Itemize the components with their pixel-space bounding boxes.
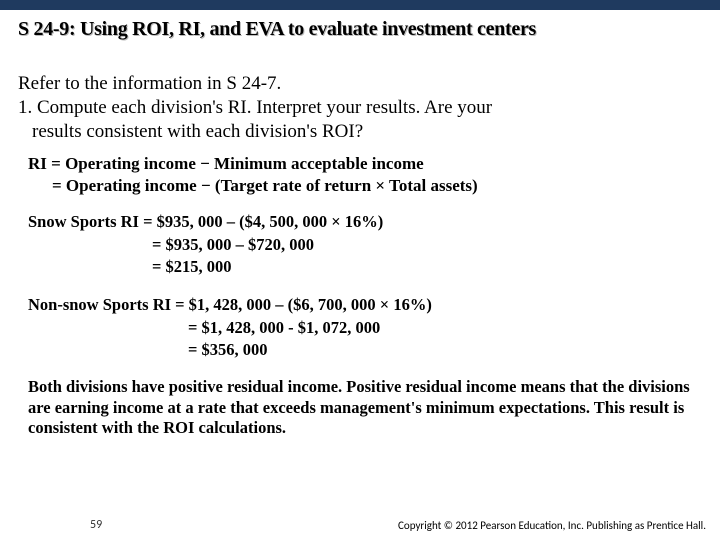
intro-line3: results consistent with each division's … bbox=[18, 120, 702, 144]
snow-line3: = $215, 000 bbox=[28, 256, 702, 278]
formula-line2: = Operating income − (Target rate of ret… bbox=[28, 175, 702, 197]
conclusion-text: Both divisions have positive residual in… bbox=[28, 377, 694, 439]
nonsnow-line1: Non-snow Sports RI = $1, 428, 000 – ($6,… bbox=[28, 294, 702, 316]
copyright-text: Copyright © 2012 Pearson Education, Inc.… bbox=[398, 519, 706, 532]
slide-title: S 24-9: Using ROI, RI, and EVA to evalua… bbox=[18, 18, 702, 41]
content-area: Refer to the information in S 24-7. 1. C… bbox=[0, 60, 720, 439]
snow-line1: Snow Sports RI = $935, 000 – ($4, 500, 0… bbox=[28, 211, 702, 233]
formula-line1: RI = Operating income − Minimum acceptab… bbox=[28, 153, 702, 175]
snow-sports-calc: Snow Sports RI = $935, 000 – ($4, 500, 0… bbox=[28, 211, 702, 278]
snow-line2: = $935, 000 – $720, 000 bbox=[28, 234, 702, 256]
intro-line2: 1. Compute each division's RI. Interpret… bbox=[18, 96, 702, 120]
nonsnow-line3: = $356, 000 bbox=[28, 339, 702, 361]
header-bar: S 24-9: Using ROI, RI, and EVA to evalua… bbox=[0, 0, 720, 60]
intro-line1: Refer to the information in S 24-7. bbox=[18, 72, 702, 96]
intro-text: Refer to the information in S 24-7. 1. C… bbox=[18, 72, 702, 143]
page-number: 59 bbox=[90, 518, 102, 532]
nonsnow-line2: = $1, 428, 000 - $1, 072, 000 bbox=[28, 317, 702, 339]
nonsnow-sports-calc: Non-snow Sports RI = $1, 428, 000 – ($6,… bbox=[28, 294, 702, 361]
ri-formula: RI = Operating income − Minimum acceptab… bbox=[28, 153, 702, 197]
